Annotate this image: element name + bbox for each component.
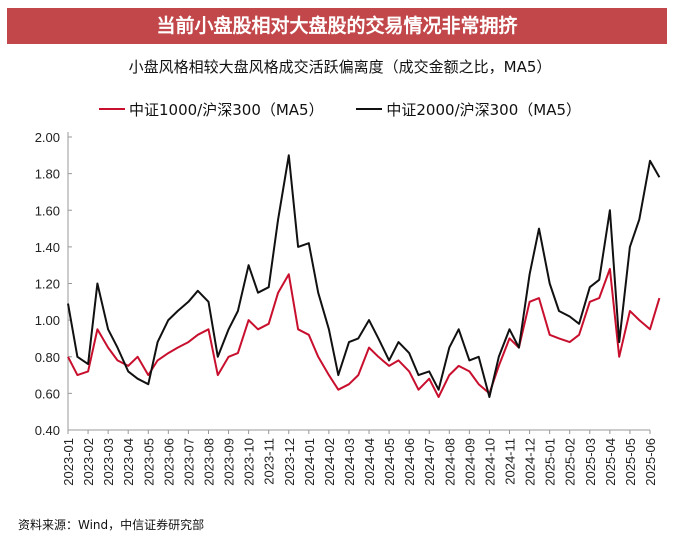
x-tick-label: 2025-06	[643, 438, 658, 486]
x-tick-label: 2023-06	[161, 438, 176, 486]
x-tick-label: 2024-05	[382, 438, 397, 486]
legend-item-csi1000: 中证1000/沪深300（MA5）	[99, 99, 324, 120]
x-tick-label: 2025-02	[563, 438, 578, 486]
x-tick-label: 2025-01	[543, 438, 558, 486]
x-tick-label: 2024-11	[503, 438, 518, 485]
legend-swatch-black	[356, 108, 383, 110]
x-tick-label: 2023-01	[61, 438, 76, 486]
x-tick-label: 2023-09	[222, 438, 237, 486]
x-tick-label: 2023-12	[282, 438, 297, 486]
x-tick-label: 2024-07	[422, 438, 437, 486]
x-tick-label: 2023-11	[262, 438, 277, 485]
y-tick-label: 1.40	[35, 240, 60, 255]
x-tick-label: 2023-10	[242, 438, 257, 486]
x-tick-label: 2023-02	[81, 438, 96, 486]
x-tick-label: 2024-02	[322, 438, 337, 486]
y-tick-label: 0.80	[35, 350, 60, 365]
title-banner: 当前小盘股相对大盘股的交易情况非常拥挤	[7, 8, 667, 44]
x-tick-label: 2024-06	[402, 438, 417, 486]
x-tick-label: 2024-03	[342, 438, 357, 486]
y-tick-label: 2.00	[35, 130, 60, 145]
y-tick-label: 1.80	[35, 167, 60, 182]
legend-swatch-red	[99, 108, 125, 110]
x-tick-label: 2024-01	[302, 438, 317, 486]
chart-title: 小盘风格相较大盘风格成交活跃偏离度（成交金额之比，MA5）	[128, 58, 552, 76]
legend: 中证1000/沪深300（MA5） 中证2000/沪深300（MA5）	[0, 96, 680, 120]
y-tick-label: 1.60	[35, 203, 60, 218]
legend-label: 中证2000/沪深300（MA5）	[386, 100, 581, 119]
x-tick-label: 2023-08	[201, 438, 216, 486]
y-tick-label: 0.40	[35, 423, 60, 438]
x-tick-label: 2024-09	[462, 438, 477, 486]
y-tick-label: 1.20	[35, 277, 60, 292]
x-tick-label: 2023-05	[141, 438, 156, 486]
x-tick-label: 2023-04	[121, 438, 136, 486]
series-line-csi1000	[67, 267, 661, 398]
legend-item-csi2000: 中证2000/沪深300（MA5）	[356, 99, 581, 120]
legend-label: 中证1000/沪深300（MA5）	[129, 100, 324, 119]
x-tick-label: 2025-03	[583, 438, 598, 486]
x-tick-label: 2025-05	[623, 438, 638, 486]
y-tick-label: 1.00	[35, 313, 60, 328]
series-line-csi2000	[67, 154, 661, 398]
source-note: 资料来源：Wind，中信证券研究部	[18, 518, 205, 532]
x-tick-label: 2024-04	[362, 438, 377, 486]
y-tick-label: 0.60	[35, 386, 60, 401]
x-tick-label: 2024-12	[523, 438, 538, 486]
x-tick-label: 2023-07	[181, 438, 196, 486]
x-tick-label: 2024-08	[442, 438, 457, 486]
x-tick-label: 2023-03	[101, 438, 116, 486]
x-tick-label: 2024-10	[482, 438, 497, 486]
x-tick-label: 2025-04	[603, 438, 618, 486]
